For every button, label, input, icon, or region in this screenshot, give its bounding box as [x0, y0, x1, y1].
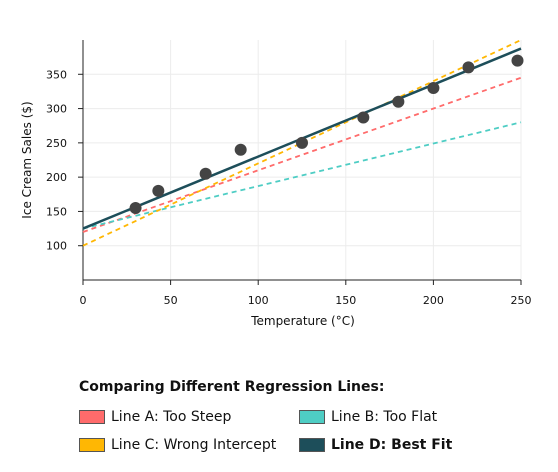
legend-item-line-a: Line A: Too Steep [79, 409, 299, 425]
data-point [392, 95, 405, 108]
axes [78, 40, 522, 285]
y-tick-label: 350 [46, 68, 67, 81]
grid-lines [82, 40, 522, 280]
tick-labels: 0 50 100 150 200 250 100 150 200 250 300 350 [46, 68, 532, 307]
data-point [427, 82, 440, 94]
legend-swatch-line-b [299, 410, 325, 424]
legend-label-line-c: Line C: Wrong Intercept [111, 437, 277, 453]
x-tick-label: 250 [511, 294, 532, 307]
data-point [296, 136, 308, 149]
x-tick-label: 100 [248, 294, 269, 307]
data-point [511, 54, 524, 67]
legend: Comparing Different Regression Lines: Li… [79, 379, 519, 453]
legend-item-line-b: Line B: Too Flat [299, 409, 519, 425]
data-point [234, 143, 247, 156]
legend-title: Comparing Different Regression Lines: [79, 379, 385, 395]
y-tick-label: 150 [46, 205, 67, 218]
data-point [152, 184, 165, 197]
data-point [357, 111, 370, 124]
legend-swatch-line-d [299, 438, 325, 452]
data-point [199, 167, 212, 180]
legend-item-line-c: Line C: Wrong Intercept [79, 437, 299, 453]
y-axis-title: Ice Cream Sales ($) [20, 101, 34, 218]
data-points [129, 54, 524, 214]
x-tick-label: 200 [423, 294, 444, 307]
legend-label-line-b: Line B: Too Flat [331, 409, 438, 425]
regression-line-b [82, 121, 522, 230]
y-tick-label: 250 [46, 137, 67, 150]
data-point [462, 61, 475, 74]
regression-line-a [82, 76, 522, 233]
x-tick-label: 50 [164, 294, 178, 307]
x-tick-label: 150 [335, 294, 356, 307]
legend-swatch-line-c [79, 438, 105, 452]
legend-label-line-d: Line D: Best Fit [331, 437, 453, 453]
y-tick-label: 200 [46, 171, 67, 184]
legend-item-line-d: Line D: Best Fit [299, 437, 519, 453]
y-tick-label: 100 [46, 240, 67, 253]
x-axis-title: Temperature (°C) [250, 314, 355, 328]
x-tick-label: 0 [80, 294, 87, 307]
data-point [129, 202, 142, 214]
regression-chart: 0 50 100 150 200 250 100 150 200 250 300 350 Temper… [20, 39, 532, 328]
legend-label-line-a: Line A: Too Steep [111, 409, 232, 425]
legend-swatch-line-a [79, 410, 105, 424]
y-tick-label: 300 [46, 103, 67, 116]
